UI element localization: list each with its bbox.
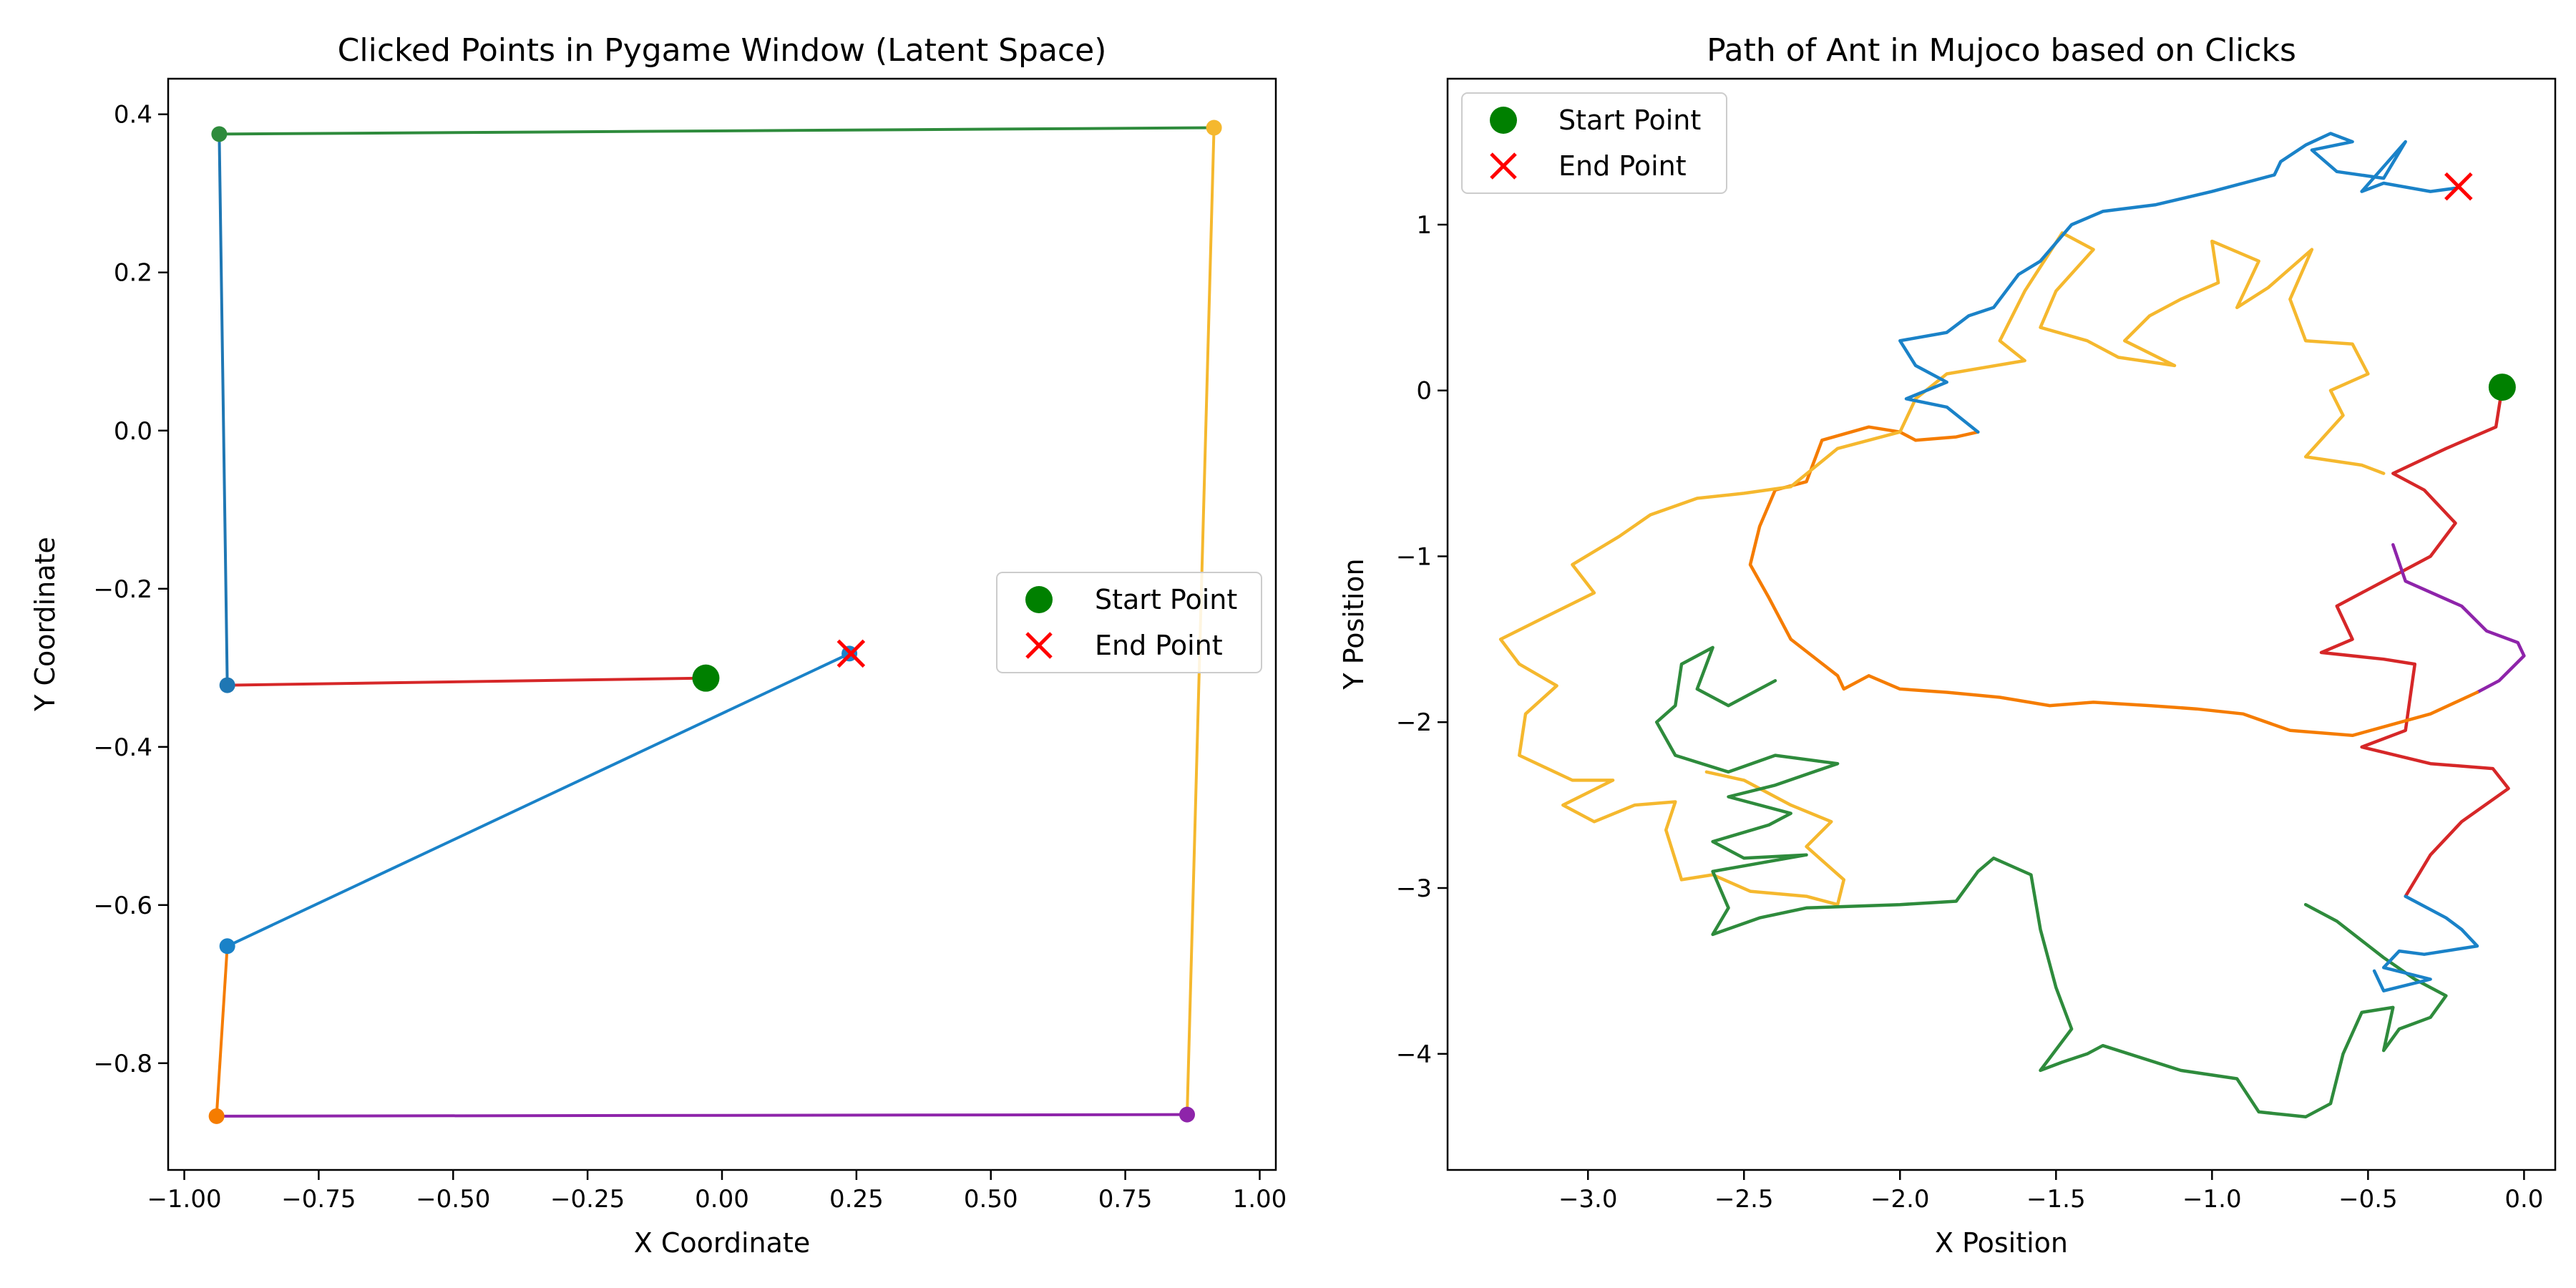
x-tick-label: −0.25 — [550, 1185, 625, 1214]
x-tick-label: 0.00 — [695, 1185, 749, 1214]
y-tick-label: 0.4 — [114, 101, 152, 130]
x-tick-label: −2.5 — [1714, 1185, 1774, 1214]
legend-end-marker — [1490, 152, 1517, 180]
click-point — [1206, 119, 1222, 136]
click-point — [219, 938, 235, 955]
x-tick-label: 0.50 — [964, 1185, 1018, 1214]
series-line — [226, 652, 850, 948]
legend-label-end: End Point — [1095, 630, 1223, 661]
legend-end-marker — [1025, 632, 1053, 659]
click-point — [208, 1108, 225, 1124]
y-tick-label: −0.2 — [93, 575, 152, 604]
series-line — [1498, 231, 2386, 907]
legend-start-marker — [1490, 107, 1517, 134]
x-tick-label: −0.5 — [2338, 1185, 2398, 1214]
x-tick-label: −0.75 — [281, 1185, 356, 1214]
x-tick-label: −3.0 — [1558, 1185, 1618, 1214]
y-tick-label: −2 — [1396, 708, 1432, 737]
series-line — [1748, 425, 2479, 738]
series-line — [1898, 132, 2457, 434]
x-tick-label: −1.00 — [147, 1185, 221, 1214]
x-tick-label: 0.0 — [2504, 1185, 2543, 1214]
x-axis-label: X Coordinate — [634, 1227, 810, 1259]
legend: Start Point End Point — [1461, 92, 1727, 194]
series-line — [1654, 645, 2448, 1119]
legend-label-end: End Point — [1558, 150, 1687, 182]
click-point — [219, 677, 235, 693]
start-point-marker — [692, 664, 720, 692]
click-point — [1179, 1106, 1196, 1123]
start-point-marker — [2488, 374, 2516, 401]
y-tick-label: 0.2 — [114, 259, 152, 288]
click-point — [211, 126, 228, 142]
series-line — [2319, 385, 2510, 898]
y-tick-label: 0 — [1416, 377, 1432, 406]
x-ticks: −3.0 −2.5 −2.0 −1.5 −1.0 −0.5 0.0 — [1558, 1170, 2543, 1214]
y-tick-label: −0.4 — [93, 733, 152, 762]
end-point-marker — [836, 639, 866, 668]
series-line — [2391, 543, 2526, 694]
chart-title: Clicked Points in Pygame Window (Latent … — [338, 32, 1107, 69]
legend-box — [1461, 92, 1727, 194]
y-tick-label: −0.8 — [93, 1050, 152, 1078]
series-line — [2372, 894, 2479, 992]
y-axis-label: Y Position — [1338, 558, 1370, 690]
y-tick-label: −0.6 — [93, 892, 152, 920]
y-tick-label: −1 — [1396, 542, 1432, 571]
series-line — [219, 126, 1214, 136]
chart-ant-path: Path of Ant in Mujoco based on Clicks −3… — [1338, 32, 2557, 1259]
y-tick-label: 1 — [1416, 211, 1432, 240]
plot-data-layer — [208, 119, 1222, 1124]
plot-frame — [1446, 77, 2557, 1171]
legend-label-start: Start Point — [1095, 584, 1237, 615]
x-tick-label: −0.50 — [416, 1185, 490, 1214]
chart-title: Path of Ant in Mujoco based on Clicks — [1707, 32, 2296, 69]
y-axis-label: Y Coordinate — [29, 537, 61, 712]
series-line — [218, 134, 229, 686]
legend-label-start: Start Point — [1558, 104, 1701, 136]
legend-start-marker — [1025, 586, 1053, 613]
y-ticks: 1 0 −1 −2 −3 −4 — [1396, 211, 1448, 1069]
chart-latent-clicks: Clicked Points in Pygame Window (Latent … — [29, 32, 1287, 1259]
y-tick-label: −3 — [1396, 874, 1432, 903]
x-tick-label: 0.75 — [1098, 1185, 1153, 1214]
x-tick-label: −2.0 — [1870, 1185, 1930, 1214]
x-tick-label: 0.25 — [829, 1185, 884, 1214]
series-line — [227, 676, 706, 687]
plot-data-layer — [1498, 132, 2526, 1119]
x-tick-label: −1.5 — [2026, 1185, 2086, 1214]
y-tick-label: 0.0 — [114, 417, 152, 446]
series-line — [215, 946, 229, 1116]
y-ticks: 0.4 0.2 0.0 −0.2 −0.4 −0.6 −0.8 — [93, 101, 168, 1078]
x-tick-label: −1.0 — [2182, 1185, 2242, 1214]
x-axis-label: X Position — [1935, 1227, 2068, 1259]
x-ticks: −1.00 −0.75 −0.50 −0.25 0.00 0.25 0.50 0.75 1.00 — [147, 1170, 1287, 1214]
series-line — [216, 1113, 1188, 1118]
legend-box — [996, 572, 1262, 673]
x-tick-label: 1.00 — [1233, 1185, 1287, 1214]
y-tick-label: −4 — [1396, 1040, 1432, 1069]
end-point-marker — [2444, 172, 2473, 201]
legend: Start Point End Point — [996, 572, 1262, 673]
